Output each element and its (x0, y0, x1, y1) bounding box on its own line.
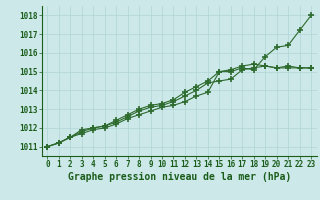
X-axis label: Graphe pression niveau de la mer (hPa): Graphe pression niveau de la mer (hPa) (68, 172, 291, 182)
